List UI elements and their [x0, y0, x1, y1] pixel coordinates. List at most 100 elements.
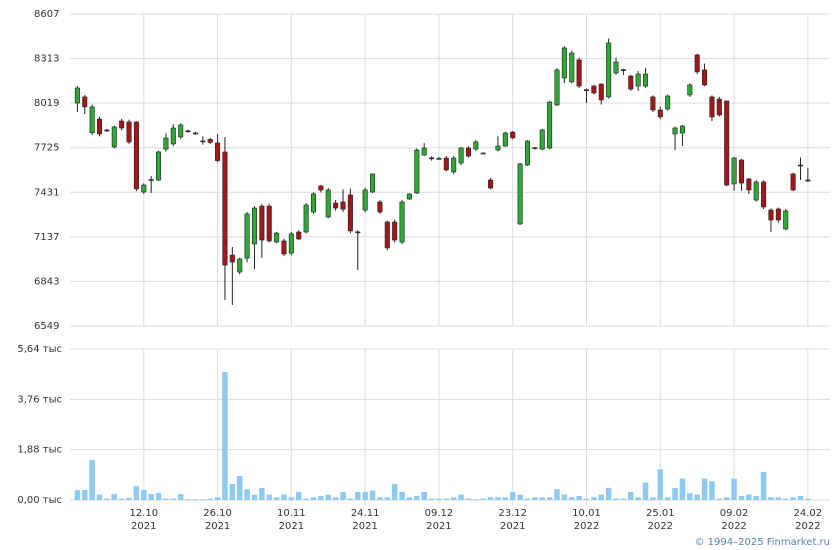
- volume-bar: [362, 491, 368, 500]
- candle-body: [694, 54, 700, 73]
- volume-bar: [554, 489, 560, 500]
- x-tick-year: 2022: [574, 521, 599, 532]
- volume-bar: [782, 498, 789, 500]
- x-tick-year: 2021: [500, 521, 525, 532]
- volume-bar: [214, 497, 221, 500]
- volume-bar: [347, 498, 354, 500]
- x-tick-label: 10.11: [277, 508, 306, 519]
- candle-body: [97, 118, 103, 135]
- candle-body: [510, 131, 516, 139]
- candle-body: [576, 59, 582, 87]
- volume-bar: [192, 499, 199, 500]
- candle-body: [465, 147, 471, 157]
- volume-bar: [428, 498, 435, 500]
- footer-link[interactable]: © 1994–2025 Finmarket.ru: [694, 537, 830, 548]
- volume-bar: [568, 497, 575, 500]
- candle-body: [229, 254, 235, 263]
- volume-bar: [487, 497, 494, 500]
- volume-bar: [377, 497, 383, 500]
- volume-bar: [620, 498, 627, 500]
- x-tick-label: 23.12: [498, 508, 527, 519]
- volume-bar: [96, 494, 103, 500]
- x-tick-year: 2021: [426, 521, 451, 532]
- candle-body: [746, 178, 752, 191]
- volume-bar: [768, 497, 774, 500]
- candle-body: [170, 127, 176, 145]
- candle-body: [480, 152, 486, 155]
- volume-bar: [288, 497, 295, 500]
- x-tick-year: 2021: [205, 521, 230, 532]
- candle-body: [340, 201, 346, 210]
- candle-body: [288, 233, 294, 254]
- volume-bar: [369, 490, 376, 500]
- candle-body: [207, 139, 213, 143]
- volume-bar: [738, 495, 745, 500]
- y-tick-label: 7137: [34, 232, 59, 243]
- candle-body: [362, 189, 368, 211]
- x-tick-year: 2021: [352, 521, 377, 532]
- x-tick-year: 2021: [131, 521, 156, 532]
- volume-bar: [657, 469, 664, 500]
- candle-body: [259, 205, 265, 241]
- volume-bar: [635, 497, 641, 500]
- candle-body: [702, 69, 708, 86]
- footer: © 1994–2025 Finmarket.ru: [694, 537, 830, 548]
- candle-body: [524, 140, 530, 166]
- volume-bar: [746, 494, 752, 500]
- candle-body: [797, 164, 803, 167]
- candle-body: [569, 52, 575, 83]
- volume-bar: [325, 494, 332, 500]
- volume-bar: [295, 491, 302, 500]
- x-tick-label: 12.10: [129, 508, 158, 519]
- candle-body: [296, 231, 302, 240]
- volume-bar: [170, 498, 177, 500]
- candle-body: [148, 179, 154, 181]
- volume-bar: [207, 498, 213, 500]
- candle-body: [628, 75, 634, 90]
- volume-bar: [701, 478, 708, 500]
- candle-body: [775, 208, 781, 221]
- x-tick-label: 26.10: [203, 508, 232, 519]
- candle-body: [488, 179, 494, 189]
- candle-body: [716, 98, 722, 116]
- volume-bar: [391, 483, 398, 500]
- volume-bar: [775, 497, 782, 500]
- candle-body: [251, 207, 257, 245]
- candle-body: [104, 129, 110, 132]
- candle-body: [82, 96, 88, 108]
- volume-bar: [118, 498, 125, 500]
- volume-bar: [443, 498, 450, 500]
- volume-bar: [111, 494, 118, 500]
- candle-body: [657, 109, 663, 118]
- candle-body: [244, 213, 250, 259]
- volume-bar: [576, 495, 582, 500]
- candle-body: [724, 100, 730, 186]
- volume-bar: [591, 497, 597, 500]
- x-tick-label: 09.12: [425, 508, 454, 519]
- candle-body: [274, 232, 280, 243]
- volume-bar: [148, 494, 154, 500]
- candle-body: [591, 85, 597, 94]
- volume-bar: [760, 471, 767, 500]
- volume-bar: [709, 481, 715, 500]
- candle-body: [451, 157, 457, 173]
- y-tick-label: 1,88 тыс: [17, 445, 62, 456]
- volume-bar: [384, 497, 391, 500]
- volume-bar: [628, 491, 634, 500]
- volume-bar: [74, 490, 81, 500]
- y-tick-label: 7431: [34, 187, 59, 198]
- candle-body: [392, 221, 398, 241]
- x-tick-label: 24.02: [794, 508, 823, 519]
- y-tick-label: 5,64 тыс: [17, 344, 62, 355]
- volume-bar: [303, 498, 309, 500]
- volume-bar: [251, 494, 258, 500]
- candle-body: [126, 121, 132, 143]
- volume-bar: [546, 497, 553, 500]
- candle-body: [554, 69, 560, 106]
- x-tick-year: 2022: [721, 521, 746, 532]
- y-tick-label: 0,00 тыс: [17, 495, 62, 506]
- y-tick-label: 6549: [34, 321, 59, 332]
- candle-body: [606, 42, 612, 98]
- candle-body: [111, 126, 117, 148]
